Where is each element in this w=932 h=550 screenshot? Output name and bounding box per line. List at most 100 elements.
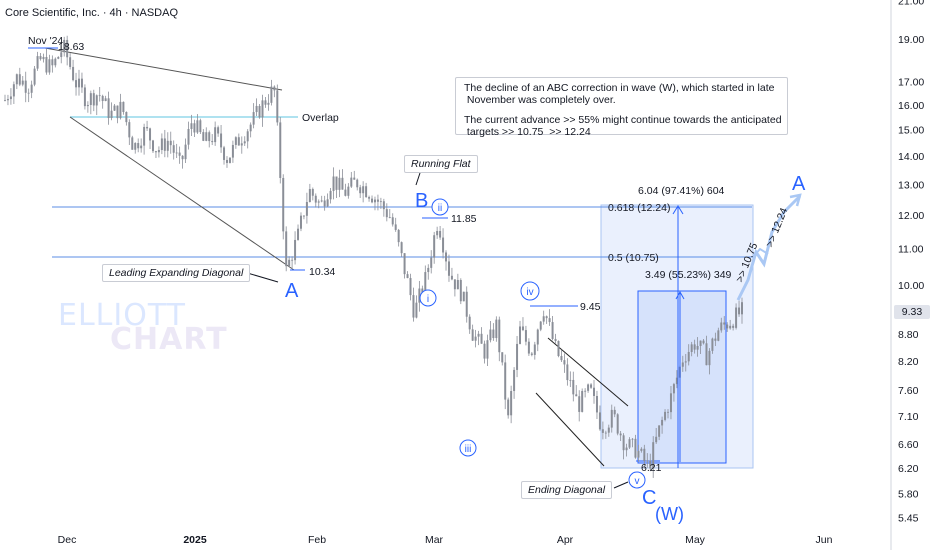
candle — [436, 226, 439, 239]
candle — [110, 102, 113, 121]
candle — [163, 129, 166, 158]
candle — [30, 80, 33, 99]
note-line-1: The decline of an ABC correction in wave… — [464, 82, 775, 94]
candle — [196, 114, 199, 134]
candle — [193, 119, 196, 137]
x-tick-label: 2025 — [183, 534, 207, 546]
candle — [181, 155, 184, 169]
candle — [211, 134, 214, 146]
candle — [202, 129, 205, 142]
candle — [409, 273, 412, 301]
arrow-1224-label: >> 12.24 — [764, 206, 791, 249]
candle — [113, 103, 116, 112]
candle — [637, 444, 640, 462]
candle — [223, 145, 226, 165]
candle — [332, 167, 335, 200]
x-tick-label: Feb — [308, 534, 326, 546]
candle — [326, 193, 329, 208]
y-tick-label: 7.10 — [898, 411, 919, 423]
candle — [557, 340, 560, 358]
y-axis: 21.00 19.00 17.00 16.00 15.00 14.00 13.00 12.00… — [898, 0, 924, 524]
callout-ending-diagonal: Ending Diagonal — [521, 481, 613, 499]
wave-w-label: (W) — [655, 504, 684, 524]
candle — [530, 351, 533, 357]
x-tick-label: Apr — [557, 534, 574, 546]
y-tick-label: 11.00 — [898, 243, 924, 255]
last-price-tag: 9.33 — [894, 305, 930, 319]
candle — [427, 264, 430, 280]
candle — [178, 146, 181, 164]
candle — [21, 75, 24, 87]
candle — [51, 55, 54, 73]
candle — [83, 84, 86, 110]
y-tick-label: 12.00 — [898, 210, 924, 222]
candle — [276, 84, 279, 126]
candle — [15, 73, 18, 90]
candle — [628, 437, 631, 449]
x-tick-label: Mar — [425, 534, 444, 546]
candle — [507, 397, 510, 419]
candle — [119, 93, 122, 120]
candle — [516, 336, 519, 378]
analysis-note: The decline of an ABC correction in wave… — [455, 77, 788, 138]
candle — [101, 94, 104, 109]
candle — [433, 231, 436, 264]
x-axis: Dec 2025 Feb Mar Apr May Jun — [58, 534, 833, 546]
candle — [376, 194, 379, 211]
candle — [33, 65, 36, 87]
candle — [92, 89, 95, 112]
candle — [45, 48, 48, 75]
candle — [294, 231, 297, 265]
candle — [563, 353, 566, 373]
candle — [9, 88, 12, 105]
candle — [382, 198, 385, 217]
candle — [439, 226, 442, 240]
candle — [741, 297, 743, 324]
candle — [353, 170, 356, 180]
candle — [699, 340, 702, 355]
candle — [308, 183, 311, 203]
candle — [468, 314, 471, 334]
candle — [521, 317, 524, 332]
candle — [658, 425, 661, 441]
candle — [267, 94, 270, 111]
candle — [495, 316, 498, 342]
candle — [430, 250, 433, 274]
candle — [270, 79, 273, 106]
candle — [243, 136, 246, 147]
candle — [646, 453, 649, 468]
y-tick-label: 14.00 — [898, 151, 924, 163]
high-label: 18.63 — [58, 41, 84, 53]
candle — [36, 51, 39, 71]
candle — [610, 404, 613, 433]
note-line-2: November was completely over. — [464, 94, 616, 106]
candle — [199, 118, 202, 134]
candle — [684, 353, 687, 372]
candle — [107, 91, 110, 125]
candle — [510, 385, 513, 424]
candle — [625, 443, 628, 457]
candle — [465, 286, 468, 323]
candle — [613, 406, 616, 418]
candle — [48, 54, 51, 75]
candle — [406, 271, 409, 279]
candle — [554, 333, 557, 344]
candle — [566, 358, 569, 386]
callout-leading-diagonal: Leading Expanding Diagonal — [102, 264, 251, 282]
candle — [75, 72, 78, 96]
note-line-3: The current advance >> 55% might continu… — [464, 114, 782, 126]
candle — [667, 409, 670, 419]
candle — [661, 416, 664, 434]
candle — [652, 436, 655, 478]
candle — [282, 174, 285, 240]
candle — [456, 273, 459, 290]
candle — [344, 183, 347, 197]
candle — [738, 300, 741, 317]
candle — [214, 121, 217, 146]
candle — [288, 256, 291, 267]
candle — [208, 130, 211, 148]
candle — [60, 45, 63, 64]
fib-0618-label: 0.618 (12.24) — [608, 202, 670, 214]
wave-b-label: B — [415, 190, 428, 212]
